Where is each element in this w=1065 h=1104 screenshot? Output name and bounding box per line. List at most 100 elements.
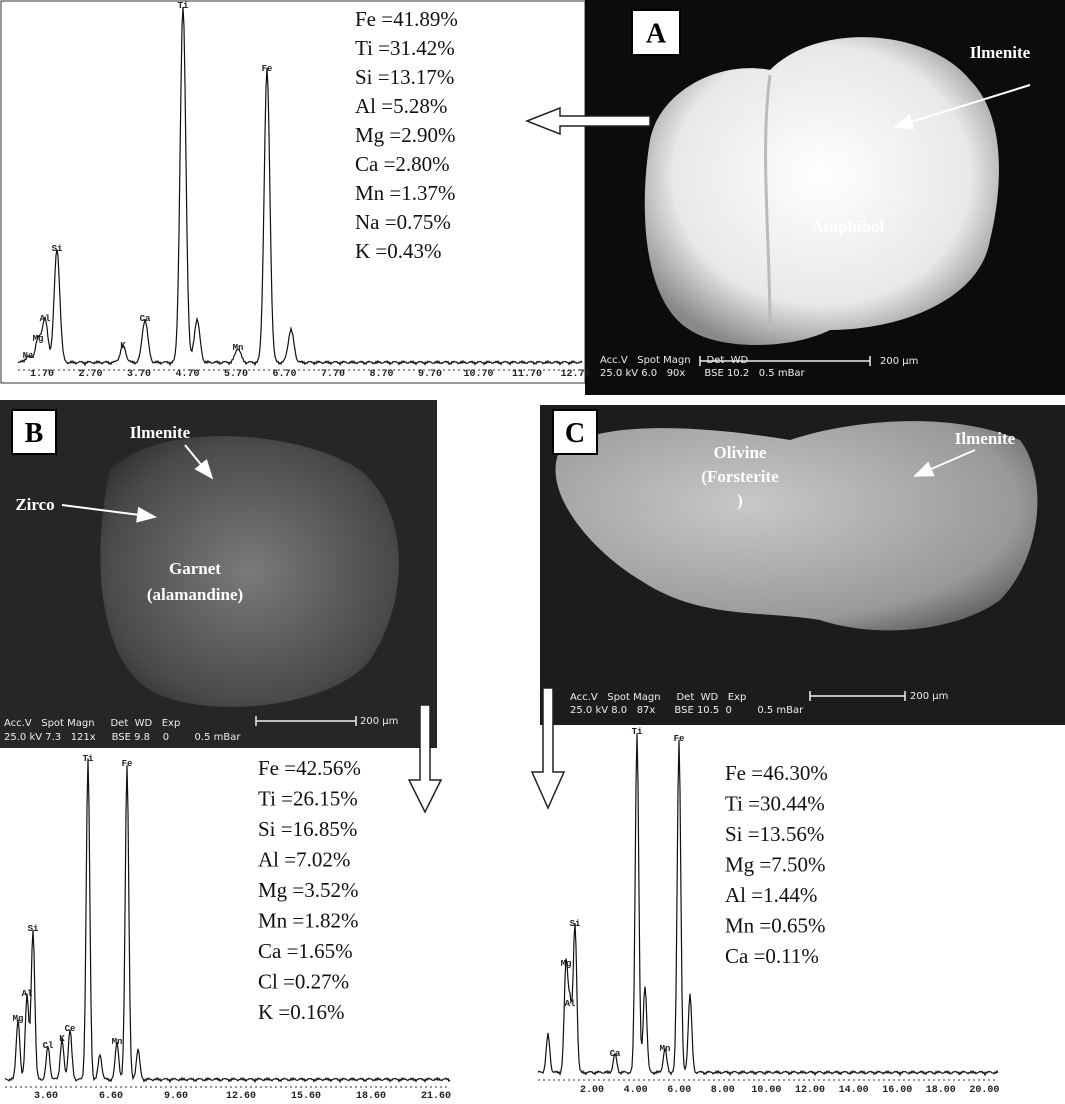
tick-label: 2.70 [78, 369, 102, 380]
peak-label: Fe [262, 64, 273, 74]
sem-info: Acc.V Spot Magn Det WD Exp [4, 718, 180, 729]
sem-info: Acc.V Spot Magn Det WD Exp [570, 692, 746, 703]
tick-label: 15.60 [291, 1091, 321, 1102]
composition-line: Ca =1.65% [258, 939, 353, 963]
panel-label: C [565, 418, 585, 449]
peak-label: Mn [112, 1037, 123, 1047]
scale-bar-label: 200 µm [910, 691, 948, 702]
composition-line: K =0.16% [258, 1000, 345, 1024]
image-label: Ilmenite [955, 429, 1016, 448]
composition-line: Mn =0.65% [725, 914, 826, 938]
composition-line: Al =7.02% [258, 848, 350, 872]
peak-label: Si [28, 924, 39, 934]
image-label: Amphibol [812, 217, 885, 236]
tick-label: 16.00 [882, 1085, 912, 1096]
panel-label: A [646, 19, 667, 50]
peak-label: Mg [33, 334, 44, 344]
tick-label: 3.70 [127, 369, 151, 380]
tick-label: 4.70 [175, 369, 199, 380]
image-label: Zirco [15, 495, 54, 514]
tick-label: 7.70 [321, 369, 345, 380]
peak-label: Mn [233, 343, 244, 353]
composition-line: Mn =1.37% [355, 181, 456, 205]
tick-label: 12.00 [795, 1085, 825, 1096]
composition-line: Al =5.28% [355, 94, 447, 118]
peak-label: Fe [122, 759, 133, 769]
peak-label: Al [565, 999, 576, 1009]
tick-label: 6.70 [272, 369, 296, 380]
peak-label: Si [52, 244, 63, 254]
tick-label: 4.00 [624, 1085, 648, 1096]
composition-line: Ca =2.80% [355, 152, 450, 176]
sem-info: 25.0 kV 7.3 121x BSE 9.8 0 0.5 mBar [4, 732, 241, 743]
page: { "panel_a": { "label": "A", "compositio… [0, 0, 1065, 1104]
peak-label: K [59, 1034, 65, 1044]
tick-label: 8.70 [369, 369, 393, 380]
peak-label: Ti [632, 727, 643, 737]
composition-line: K =0.43% [355, 239, 442, 263]
composition-line: Fe =41.89% [355, 7, 458, 31]
scale-bar-label: 200 µm [360, 716, 398, 727]
spectrum-frame [1, 1, 585, 383]
tick-label: 12.70 [560, 369, 590, 380]
tick-label: 9.60 [164, 1091, 188, 1102]
peak-label: Ti [178, 1, 189, 11]
sem-image-c [540, 405, 1065, 725]
image-label: (Forsterite [701, 467, 779, 486]
image-label: Ilmenite [970, 43, 1031, 62]
peak-label: Ca [140, 314, 151, 324]
image-label: (alamandine) [147, 585, 243, 604]
composition-line: Si =16.85% [258, 817, 357, 841]
scale-bar-label: 200 µm [880, 356, 918, 367]
image-label: Garnet [169, 559, 221, 578]
composition-line: Si =13.17% [355, 65, 454, 89]
peak-label: Al [40, 314, 51, 324]
composition-line: Fe =46.30% [725, 761, 828, 785]
composition-line: Ti =26.15% [258, 787, 358, 811]
tick-label: 11.70 [512, 369, 542, 380]
peak-label: Cl [43, 1041, 54, 1051]
tick-label: 3.60 [34, 1091, 58, 1102]
composition-line: Ca =0.11% [725, 944, 819, 968]
tick-label: 12.60 [226, 1091, 256, 1102]
tick-label: 18.60 [356, 1091, 386, 1102]
image-label: Ilmenite [130, 423, 191, 442]
tick-label: 18.00 [926, 1085, 956, 1096]
tick-label: 10.00 [751, 1085, 781, 1096]
peak-label: Ca [610, 1049, 621, 1059]
composition-line: Ti =31.42% [355, 36, 455, 60]
composition-line: Mg =2.90% [355, 123, 456, 147]
panel-label: B [25, 418, 44, 449]
tick-label: 20.00 [969, 1085, 999, 1096]
peak-label: Ti [83, 754, 94, 764]
composition-line: Na =0.75% [355, 210, 451, 234]
sem-info: 25.0 kV 8.0 87x BSE 10.5 0 0.5 mBar [570, 705, 804, 716]
peak-label: Fe [674, 734, 685, 744]
composition-line: Ti =30.44% [725, 792, 825, 816]
composition-line: Mg =7.50% [725, 853, 826, 877]
tick-label: 2.00 [580, 1085, 604, 1096]
peak-label: Al [22, 989, 33, 999]
peak-label: Mg [561, 959, 572, 969]
figure: ATiFeSiAlMgNaCaKMn1.702.703.704.705.706.… [0, 0, 1065, 1104]
peak-label: K [120, 341, 126, 351]
tick-label: 6.60 [99, 1091, 123, 1102]
peak-label: Mn [660, 1044, 671, 1054]
image-label: ) [737, 491, 743, 510]
composition-line: Si =13.56% [725, 822, 824, 846]
tick-label: 21.60 [421, 1091, 451, 1102]
image-label: Olivine [714, 443, 767, 462]
peak-label: Mg [13, 1014, 24, 1024]
tick-label: 6.00 [667, 1085, 691, 1096]
tick-label: 10.70 [463, 369, 493, 380]
composition-line: Al =1.44% [725, 883, 817, 907]
sem-info: 25.0 kV 6.0 90x BSE 10.2 0.5 mBar [600, 368, 806, 379]
tick-label: 9.70 [418, 369, 442, 380]
composition-line: Mn =1.82% [258, 909, 359, 933]
peak-label: Si [570, 919, 581, 929]
composition-line: Cl =0.27% [258, 970, 349, 994]
tick-label: 14.00 [839, 1085, 869, 1096]
tick-label: 8.00 [711, 1085, 735, 1096]
composition-line: Fe =42.56% [258, 756, 361, 780]
tick-label: 5.70 [224, 369, 248, 380]
